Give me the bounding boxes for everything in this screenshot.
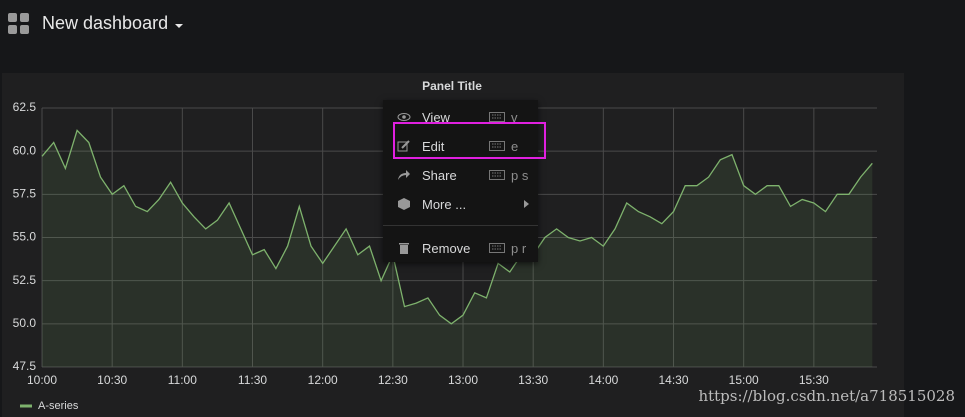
grid-icon	[8, 25, 17, 34]
highlight-box	[393, 122, 546, 159]
menu-label[interactable]: Edit	[422, 139, 445, 154]
watermark: https://blog.csdn.net/a718515028	[698, 387, 955, 405]
menu-separator	[383, 225, 538, 226]
x-tick-label: 14:30	[658, 373, 688, 387]
menu-item[interactable]: Edit e	[383, 131, 538, 160]
y-tick-label: 52.5	[13, 273, 37, 287]
x-tick-label: 13:30	[518, 373, 548, 387]
menu-label[interactable]: Remove	[422, 241, 471, 256]
line	[41, 129, 873, 325]
y-tick-label: 47.5	[13, 359, 37, 373]
keyboard-icon	[489, 112, 505, 122]
x-tick-label: 11:30	[238, 373, 267, 387]
x-tick-label: 10:00	[27, 373, 57, 387]
keyboard-icon	[489, 170, 505, 180]
y-tick-label: 57.5	[13, 187, 37, 201]
x-tick-label: 14:00	[588, 373, 618, 387]
area	[42, 130, 873, 367]
x-tick-label: 12:30	[378, 373, 408, 387]
dashboard-title[interactable]: New dashboard	[42, 13, 168, 33]
menu-label[interactable]: View	[422, 110, 450, 125]
menu-item[interactable]: More ...	[383, 189, 538, 218]
menu-label[interactable]: Share	[422, 168, 457, 183]
grid-icon	[20, 25, 29, 34]
keyboard-icon	[489, 141, 505, 151]
y-tick-label: 60.0	[13, 143, 37, 157]
x-tick-label: 13:00	[448, 373, 478, 387]
y-tick-label: 50.0	[13, 316, 37, 330]
y-tick-label: 55.0	[13, 230, 37, 244]
grid-icon	[20, 13, 29, 22]
menu-item[interactable]: Remove p r	[383, 233, 538, 262]
menu-label[interactable]: More ...	[422, 197, 467, 212]
menu-shortcut: e	[511, 139, 519, 154]
x-tick-label: 11:00	[168, 373, 197, 387]
grid-icon	[8, 13, 17, 22]
panel-title[interactable]: Panel Title	[422, 79, 482, 93]
x-tick-label: 10:30	[97, 373, 127, 387]
x-tick-label: 15:30	[799, 373, 829, 387]
dropdown-caret[interactable]	[175, 24, 183, 28]
menu-shortcut: p s	[511, 168, 529, 183]
keyboard-icon	[489, 243, 505, 253]
menu-shortcut: p r	[511, 241, 527, 256]
y-tick-label: 62.5	[13, 100, 37, 114]
menu-shortcut: v	[511, 110, 518, 125]
context-menu: View v Edit e Share p s More ... Remove …	[383, 100, 538, 262]
legend-label: A-series	[38, 400, 79, 412]
menu-item[interactable]: View v	[383, 102, 538, 131]
x-tick-label: 15:00	[729, 373, 759, 387]
x-tick-label: 12:00	[308, 373, 338, 387]
menu-item[interactable]: Share p s	[383, 160, 538, 189]
